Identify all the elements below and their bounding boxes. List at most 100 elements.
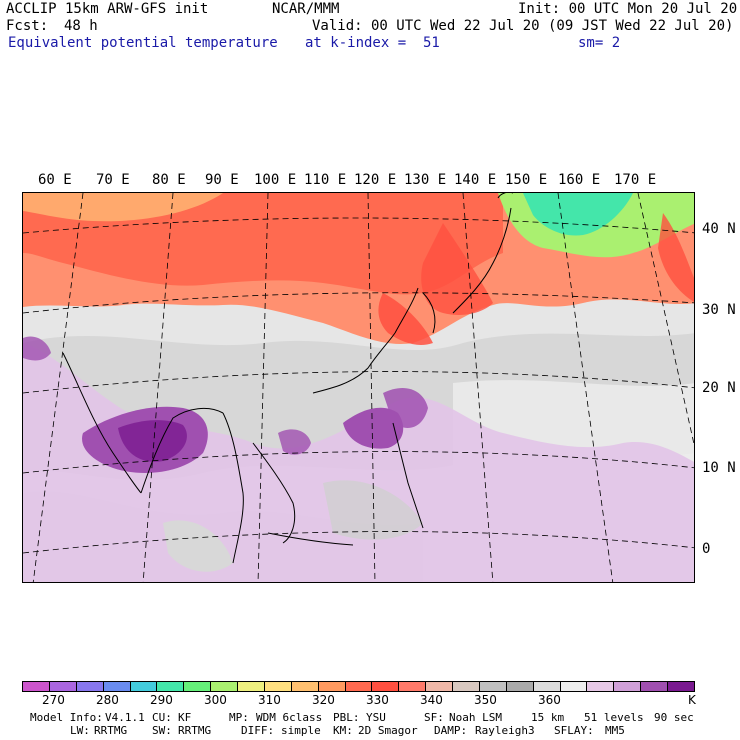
sf-value: Noah LSM bbox=[449, 711, 502, 724]
model-title: ACCLIP 15km ARW-GFS init bbox=[6, 1, 209, 17]
damp-value: Rayleigh3 bbox=[475, 724, 535, 737]
coastline-japan bbox=[452, 207, 512, 314]
meridian-130e bbox=[367, 193, 376, 582]
lon-label: 140 E bbox=[454, 172, 497, 188]
colorbar-segment bbox=[560, 682, 588, 691]
meridian-110e bbox=[257, 193, 269, 582]
map-panel bbox=[22, 192, 695, 583]
colorbar-tick: 300 bbox=[204, 693, 227, 707]
colorbar-tick: 330 bbox=[366, 693, 389, 707]
lon-label: 120 E bbox=[354, 172, 397, 188]
forecast-hours: 48 h bbox=[64, 18, 98, 34]
valid-time: Valid: 00 UTC Wed 22 Jul 20 (09 JST Wed … bbox=[312, 18, 734, 34]
colorbar-segment bbox=[641, 682, 668, 691]
km-value: 2D Smagor bbox=[358, 724, 418, 737]
coastline-india-west bbox=[62, 352, 142, 494]
colorbar-segment bbox=[426, 682, 453, 691]
purple-south-china-sea bbox=[343, 407, 404, 449]
level-index: at k-index = 51 bbox=[305, 35, 440, 51]
warm-patch-northeast bbox=[658, 213, 694, 302]
colorbar-tick: 270 bbox=[42, 693, 65, 707]
coastline-indochina bbox=[252, 442, 296, 544]
colorbar-segment bbox=[157, 682, 185, 691]
mp-key: MP: bbox=[229, 711, 249, 724]
field-name: Equivalent potential temperature bbox=[8, 35, 278, 51]
colorbar-segment bbox=[345, 682, 373, 691]
forecast-label: Fcst: bbox=[6, 18, 49, 34]
lon-label: 100 E bbox=[254, 172, 297, 188]
colorbar-unit: K bbox=[688, 693, 696, 707]
colorbar-segment bbox=[372, 682, 400, 691]
colorbar-segment bbox=[264, 682, 292, 691]
cool-region-core bbox=[523, 193, 633, 236]
colorbar-tick: 280 bbox=[96, 693, 119, 707]
init-time: Init: 00 UTC Mon 20 Jul 20 bbox=[518, 1, 738, 17]
graticule bbox=[23, 193, 694, 582]
parallel-0 bbox=[23, 531, 694, 554]
model-info-value: V4.1.1 bbox=[105, 711, 145, 724]
meridian-70e bbox=[32, 193, 84, 582]
org-label: NCAR/MMM bbox=[272, 1, 340, 17]
diff-value: simple bbox=[281, 724, 321, 737]
lon-label: 80 E bbox=[152, 172, 186, 188]
damp-key: DAMP: bbox=[434, 724, 468, 737]
colorbar-tick: 350 bbox=[474, 693, 497, 707]
coastline-korea bbox=[422, 292, 436, 334]
colorbar-segment bbox=[130, 682, 158, 691]
coastline-borneo bbox=[267, 532, 354, 546]
sflay-key: SFLAY: bbox=[554, 724, 594, 737]
colorbar-segment bbox=[103, 682, 131, 691]
meridian-170e bbox=[557, 193, 614, 582]
colorbar-tick: 310 bbox=[258, 693, 281, 707]
deep-purple-bay-of-bengal bbox=[118, 420, 187, 462]
meridian-190e bbox=[637, 193, 694, 446]
colorbar bbox=[22, 681, 695, 692]
cu-key: CU: bbox=[152, 711, 172, 724]
sw-value: RRTMG bbox=[178, 724, 212, 737]
lat-label: 10 N bbox=[702, 460, 736, 476]
purple-arabian-edge bbox=[23, 336, 51, 361]
colorbar-segment bbox=[614, 682, 642, 691]
colorbar-segment bbox=[76, 682, 104, 691]
resolution-value: 15 km bbox=[531, 711, 565, 724]
purple-indochina bbox=[278, 429, 311, 455]
sflay-value: MM5 bbox=[605, 724, 625, 737]
pbl-value: YSU bbox=[366, 711, 386, 724]
coastline-east-china bbox=[394, 287, 419, 334]
korea-warm-area bbox=[378, 293, 433, 345]
lat-label: 0 bbox=[702, 541, 711, 557]
coastlines bbox=[62, 193, 513, 564]
lon-label: 170 E bbox=[614, 172, 657, 188]
colorbar-segment bbox=[668, 682, 694, 691]
lw-key: LW: bbox=[70, 724, 90, 737]
lat-label: 30 N bbox=[702, 302, 736, 318]
cu-value: KF bbox=[178, 711, 192, 724]
equivalent-potential-temperature-field bbox=[23, 193, 694, 582]
colorbar-segment bbox=[399, 682, 427, 691]
colorbar-segment bbox=[23, 682, 50, 691]
lon-label: 70 E bbox=[96, 172, 130, 188]
coastline-south-china bbox=[312, 332, 396, 394]
parallel-20n bbox=[23, 371, 694, 394]
colorbar-segment bbox=[453, 682, 480, 691]
coastline-kamchatka bbox=[497, 193, 513, 199]
diff-key: DIFF: bbox=[241, 724, 275, 737]
parallel-10n bbox=[23, 451, 694, 474]
meridian-90e bbox=[142, 193, 174, 582]
colorbar-segment bbox=[506, 682, 534, 691]
model-info-key: Model Info: bbox=[30, 711, 103, 724]
lon-label: 160 E bbox=[558, 172, 601, 188]
colorbar-segment bbox=[533, 682, 561, 691]
lon-label: 110 E bbox=[304, 172, 347, 188]
colorbar-segment bbox=[184, 682, 212, 691]
lon-label: 150 E bbox=[505, 172, 548, 188]
lon-label: 60 E bbox=[38, 172, 72, 188]
lat-label: 40 N bbox=[702, 221, 736, 237]
colorbar-segment bbox=[479, 682, 507, 691]
colorbar-segment bbox=[238, 682, 265, 691]
pbl-key: PBL: bbox=[333, 711, 360, 724]
warm-band-northwest bbox=[23, 193, 223, 222]
colorbar-segment bbox=[211, 682, 238, 691]
colorbar-tick: 320 bbox=[312, 693, 335, 707]
sf-key: SF: bbox=[424, 711, 444, 724]
